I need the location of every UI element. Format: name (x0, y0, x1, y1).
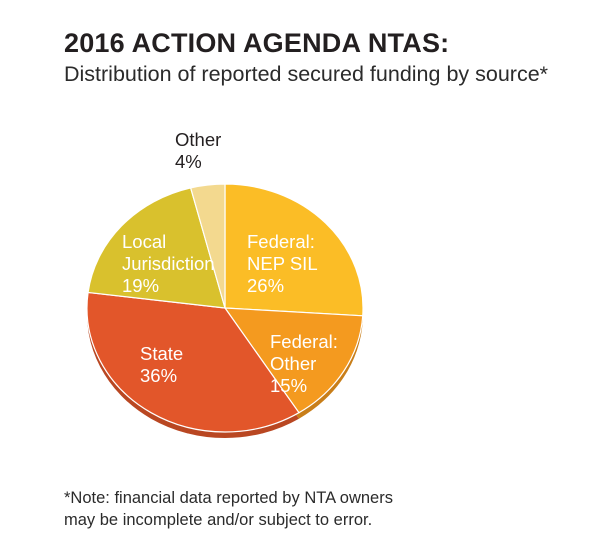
slice-label: Federal: NEP SIL 26% (247, 231, 318, 296)
slice-name-label: Other (270, 353, 316, 374)
slice-name-label: Federal: (270, 331, 338, 352)
pie-slice (87, 187, 226, 309)
slice-label: State 36% (140, 343, 183, 386)
slice-name-label: Other (175, 129, 221, 150)
slice-name-label: NEP SIL (247, 253, 318, 274)
pie-slice (224, 183, 364, 317)
slice-value-label: 4% (175, 151, 202, 172)
pie-slice (189, 183, 226, 309)
slice-value-label: 15% (270, 375, 307, 396)
pie-slice (86, 291, 300, 433)
slice-value-label: 19% (122, 275, 159, 296)
slice-label: Federal: Other 15% (270, 331, 338, 396)
slice-label: Other 4% (175, 129, 221, 172)
slice-value-label: 26% (247, 275, 284, 296)
chart-subtitle: Distribution of reported secured funding… (64, 62, 549, 86)
chart-title: 2016 ACTION AGENDA NTAS: (64, 28, 450, 58)
slice-name-label: Local (122, 231, 166, 252)
footnote: *Note: financial data reported by NTA ow… (64, 487, 393, 531)
slice-name-label: Jurisdiction (122, 253, 215, 274)
slice-label: Local Jurisdiction 19% (122, 231, 215, 296)
footnote-line: may be incomplete and/or subject to erro… (64, 511, 373, 529)
slice-name-label: Federal: (247, 231, 315, 252)
slice-value-label: 36% (140, 365, 177, 386)
footnote-line: *Note: financial data reported by NTA ow… (64, 489, 393, 507)
pie-slice (223, 307, 364, 414)
slice-name-label: State (140, 343, 183, 364)
